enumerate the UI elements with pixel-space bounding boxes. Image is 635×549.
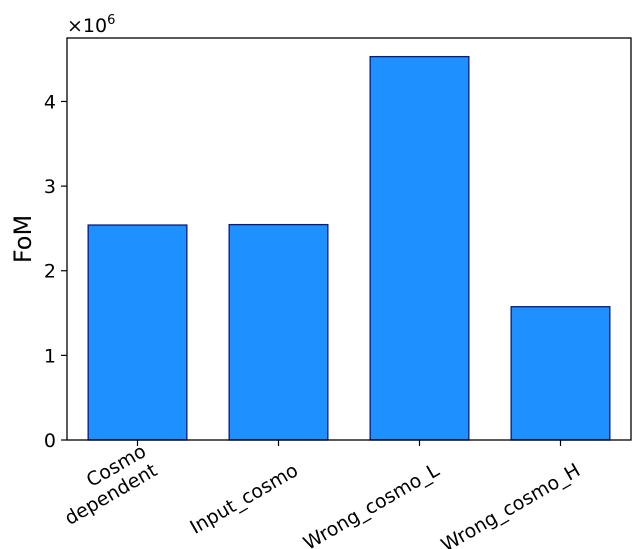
x-tick-label-2: Wrong_cosmo_L (300, 459, 444, 549)
y-axis-label: FoM (9, 215, 37, 263)
y-tick-label-4: 4 (44, 91, 56, 113)
y-tick-label-2: 2 (44, 261, 56, 283)
bar-3 (510, 306, 611, 441)
x-tick-label-0: Cosmodependent (50, 440, 161, 530)
y-tick-label-1: 1 (44, 345, 56, 367)
bar-0 (87, 224, 188, 441)
y-tick-label-3: 3 (44, 176, 56, 198)
x-tick-label-3-line-0: Wrong_cosmo_H (438, 459, 584, 549)
x-axis-ticks: Cosmodependent Input_cosmoWrong_cosmo_LWr… (50, 440, 584, 549)
y-tick-label-0: 0 (44, 430, 56, 452)
y-axis-ticks: 0 1 2 3 4 (44, 91, 67, 452)
offset-exponent: 6 (107, 13, 115, 28)
x-tick-label-2-line-0: Wrong_cosmo_L (300, 459, 444, 549)
bar-2 (369, 55, 470, 441)
bars-group (87, 55, 611, 441)
plot-frame (66, 37, 632, 441)
offset-base: ×10 (67, 15, 107, 37)
bar-1 (228, 223, 329, 441)
x-tick-label-3: Wrong_cosmo_H (438, 459, 584, 549)
x-tick-label-1: Input_cosmo (186, 459, 302, 538)
y-axis-offset-label: ×106 (67, 13, 115, 37)
x-tick-label-1-line-0: Input_cosmo (186, 459, 302, 538)
